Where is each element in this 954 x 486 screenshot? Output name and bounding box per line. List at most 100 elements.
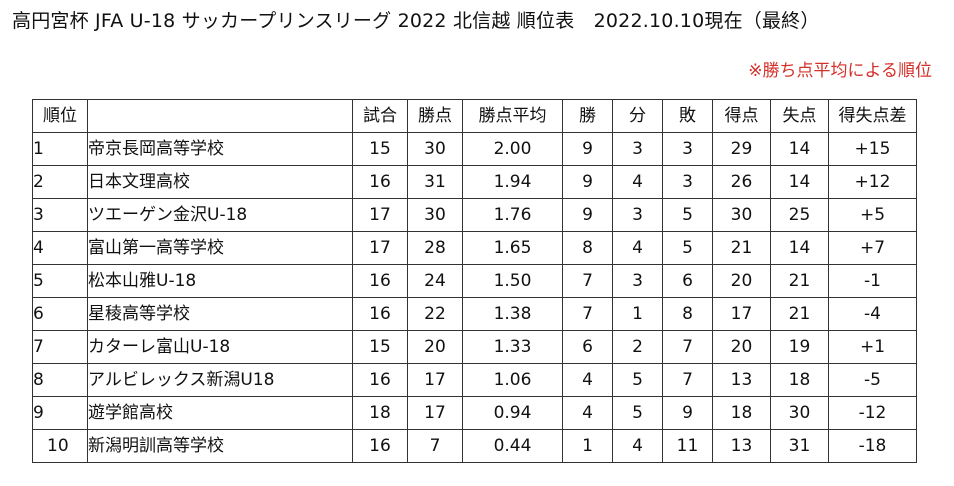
draws-cell: 4 bbox=[612, 429, 663, 463]
goal-difference-cell: -1 bbox=[828, 264, 917, 298]
played-cell: 16 bbox=[352, 165, 408, 199]
draws-cell: 4 bbox=[612, 165, 663, 199]
draws-cell: 3 bbox=[612, 198, 663, 232]
losses-cell: 11 bbox=[662, 429, 713, 463]
losses-cell: 3 bbox=[662, 165, 713, 199]
points-average-cell: 1.06 bbox=[462, 363, 563, 397]
rank-cell: 2 bbox=[32, 165, 88, 199]
goal-difference-cell: -12 bbox=[828, 396, 917, 430]
draws-cell: 3 bbox=[612, 264, 663, 298]
goal-difference-cell: +5 bbox=[828, 198, 917, 232]
points-cell: 28 bbox=[407, 231, 463, 265]
draws-cell: 3 bbox=[612, 132, 663, 166]
played-cell: 15 bbox=[352, 132, 408, 166]
points-cell: 17 bbox=[407, 396, 463, 430]
header-draws: 分 bbox=[612, 99, 663, 133]
played-cell: 16 bbox=[352, 297, 408, 331]
points-average-cell: 0.94 bbox=[462, 396, 563, 430]
goals-for-cell: 30 bbox=[712, 198, 771, 232]
team-cell: 遊学館高校 bbox=[87, 396, 353, 430]
goals-for-cell: 20 bbox=[712, 264, 771, 298]
losses-cell: 3 bbox=[662, 132, 713, 166]
goal-difference-cell: +12 bbox=[828, 165, 917, 199]
table-row: 2 日本文理高校 16 31 1.94 9 4 3 26 14 +12 bbox=[32, 165, 917, 199]
points-cell: 17 bbox=[407, 363, 463, 397]
header-played: 試合 bbox=[352, 99, 408, 133]
points-cell: 7 bbox=[407, 429, 463, 463]
team-cell: 富山第一高等学校 bbox=[87, 231, 353, 265]
header-team bbox=[87, 99, 353, 133]
rank-cell: 8 bbox=[32, 363, 88, 397]
rank-cell: 3 bbox=[32, 198, 88, 232]
wins-cell: 7 bbox=[562, 264, 613, 298]
points-average-cell: 0.44 bbox=[462, 429, 563, 463]
wins-cell: 1 bbox=[562, 429, 613, 463]
team-cell: 星稜高等学校 bbox=[87, 297, 353, 331]
goals-against-cell: 14 bbox=[770, 132, 829, 166]
points-average-cell: 1.33 bbox=[462, 330, 563, 364]
played-cell: 18 bbox=[352, 396, 408, 430]
losses-cell: 6 bbox=[662, 264, 713, 298]
goals-against-cell: 18 bbox=[770, 363, 829, 397]
played-cell: 16 bbox=[352, 264, 408, 298]
draws-cell: 2 bbox=[612, 330, 663, 364]
goal-difference-cell: +15 bbox=[828, 132, 917, 166]
header-losses: 敗 bbox=[662, 99, 713, 133]
goal-difference-cell: -5 bbox=[828, 363, 917, 397]
played-cell: 15 bbox=[352, 330, 408, 364]
table-row: 8 アルビレックス新潟U18 16 17 1.06 4 5 7 13 18 -5 bbox=[32, 363, 917, 397]
goal-difference-cell: -4 bbox=[828, 297, 917, 331]
played-cell: 17 bbox=[352, 231, 408, 265]
goals-for-cell: 17 bbox=[712, 297, 771, 331]
points-average-cell: 1.38 bbox=[462, 297, 563, 331]
header-goals-for: 得点 bbox=[712, 99, 771, 133]
team-cell: カターレ富山U-18 bbox=[87, 330, 353, 364]
points-average-cell: 1.76 bbox=[462, 198, 563, 232]
standings-table: 順位 試合 勝点 勝点平均 勝 分 敗 得点 失点 得失点差 1 帝京長岡高等学… bbox=[32, 99, 917, 463]
page-title: 高円宮杯 JFA U-18 サッカープリンスリーグ 2022 北信越 順位表 2… bbox=[12, 10, 820, 32]
header-rank: 順位 bbox=[32, 99, 88, 133]
rank-cell: 5 bbox=[32, 264, 88, 298]
team-cell: アルビレックス新潟U18 bbox=[87, 363, 353, 397]
wins-cell: 9 bbox=[562, 132, 613, 166]
losses-cell: 5 bbox=[662, 198, 713, 232]
losses-cell: 7 bbox=[662, 330, 713, 364]
played-cell: 16 bbox=[352, 363, 408, 397]
points-average-cell: 2.00 bbox=[462, 132, 563, 166]
points-average-cell: 1.50 bbox=[462, 264, 563, 298]
goals-against-cell: 21 bbox=[770, 264, 829, 298]
points-cell: 22 bbox=[407, 297, 463, 331]
goal-difference-cell: +7 bbox=[828, 231, 917, 265]
draws-cell: 4 bbox=[612, 231, 663, 265]
losses-cell: 7 bbox=[662, 363, 713, 397]
goals-for-cell: 21 bbox=[712, 231, 771, 265]
table-row: 9 遊学館高校 18 17 0.94 4 5 9 18 30 -12 bbox=[32, 396, 917, 430]
team-cell: 帝京長岡高等学校 bbox=[87, 132, 353, 166]
points-cell: 30 bbox=[407, 198, 463, 232]
team-cell: 日本文理高校 bbox=[87, 165, 353, 199]
table-row: 4 富山第一高等学校 17 28 1.65 8 4 5 21 14 +7 bbox=[32, 231, 917, 265]
table-row: 3 ツエーゲン金沢U-18 17 30 1.76 9 3 5 30 25 +5 bbox=[32, 198, 917, 232]
points-cell: 24 bbox=[407, 264, 463, 298]
goal-difference-cell: -18 bbox=[828, 429, 917, 463]
header-goal-difference: 得失点差 bbox=[828, 99, 917, 133]
wins-cell: 6 bbox=[562, 330, 613, 364]
table-row: 10 新潟明訓高等学校 16 7 0.44 1 4 11 13 31 -18 bbox=[32, 429, 917, 463]
wins-cell: 7 bbox=[562, 297, 613, 331]
goals-for-cell: 18 bbox=[712, 396, 771, 430]
ranking-note: ※勝ち点平均による順位 bbox=[748, 61, 932, 81]
wins-cell: 9 bbox=[562, 165, 613, 199]
table-row: 7 カターレ富山U-18 15 20 1.33 6 2 7 20 19 +1 bbox=[32, 330, 917, 364]
goals-against-cell: 30 bbox=[770, 396, 829, 430]
played-cell: 16 bbox=[352, 429, 408, 463]
team-cell: 松本山雅U-18 bbox=[87, 264, 353, 298]
wins-cell: 4 bbox=[562, 363, 613, 397]
team-cell: ツエーゲン金沢U-18 bbox=[87, 198, 353, 232]
rank-cell: 7 bbox=[32, 330, 88, 364]
header-wins: 勝 bbox=[562, 99, 613, 133]
header-points: 勝点 bbox=[407, 99, 463, 133]
goals-against-cell: 14 bbox=[770, 165, 829, 199]
goals-for-cell: 26 bbox=[712, 165, 771, 199]
rank-cell: 6 bbox=[32, 297, 88, 331]
goals-for-cell: 29 bbox=[712, 132, 771, 166]
